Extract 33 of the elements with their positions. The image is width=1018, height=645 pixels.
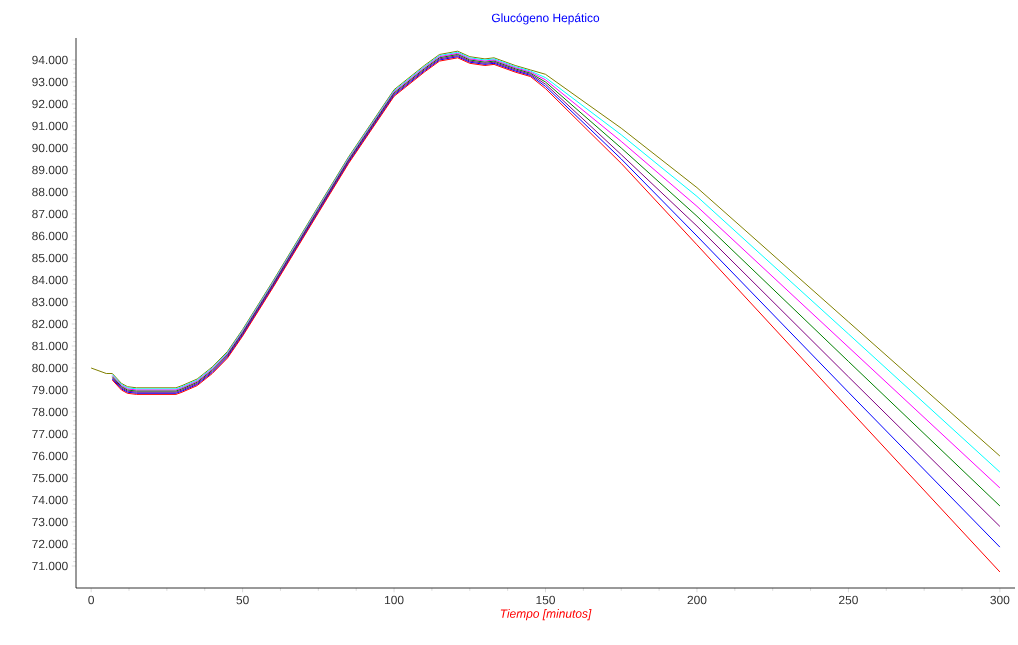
x-axis-title: Tiempo [minutos]: [500, 609, 592, 621]
y-tick-label: 88.000: [32, 187, 68, 197]
y-tick-label: 93.000: [32, 77, 68, 87]
x-tick-label: 250: [839, 595, 858, 605]
y-tick-label: 85.000: [32, 253, 68, 263]
y-tick-label: 72.000: [32, 539, 68, 549]
y-tick-label: 77.000: [32, 429, 68, 439]
x-tick-label: 50: [236, 595, 249, 605]
x-tick-label: 150: [536, 595, 556, 605]
y-tick-label: 73.000: [32, 517, 68, 527]
y-tick-label: 86.000: [32, 231, 68, 241]
x-tick-label: 300: [990, 595, 1010, 605]
y-tick-label: 76.000: [32, 451, 68, 461]
y-tick-label: 84.000: [32, 275, 68, 285]
x-tick-label: 100: [384, 595, 404, 605]
x-tick-label: 0: [88, 595, 95, 605]
y-tick-label: 87.000: [32, 209, 68, 219]
y-tick-label: 89.000: [32, 165, 68, 175]
y-tick-label: 79.000: [32, 385, 68, 395]
y-tick-label: 92.000: [32, 99, 68, 109]
chart-title: Glucógeno Hepático: [491, 13, 600, 25]
y-tick-label: 71.000: [32, 561, 68, 571]
y-tick-label: 80.000: [32, 363, 68, 373]
x-tick-label: 200: [687, 595, 707, 605]
y-tick-label: 78.000: [32, 407, 68, 417]
y-tick-label: 82.000: [32, 319, 68, 329]
y-tick-label: 90.000: [32, 143, 68, 153]
y-tick-label: 75.000: [32, 473, 68, 483]
y-tick-label: 83.000: [32, 297, 68, 307]
y-tick-label: 91.000: [32, 121, 68, 131]
y-tick-label: 94.000: [32, 55, 68, 65]
y-tick-label: 81.000: [32, 341, 68, 351]
y-tick-label: 74.000: [32, 495, 68, 505]
